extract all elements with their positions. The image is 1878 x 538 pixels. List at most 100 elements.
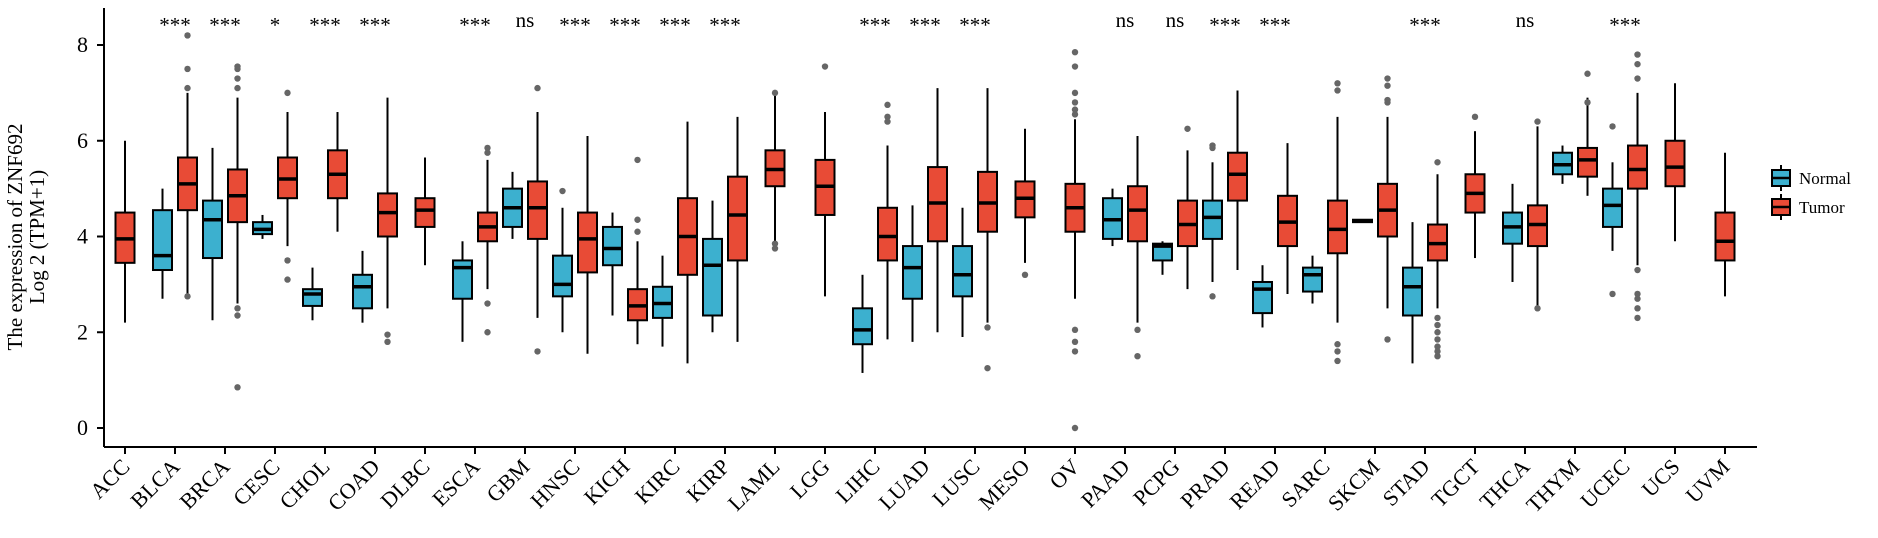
box-normal-prad-box xyxy=(1202,199,1223,240)
box-normal-prad-outlier xyxy=(1209,293,1216,300)
box-normal-esca xyxy=(452,241,473,342)
x-tick-label-uvm: UVM xyxy=(1681,454,1735,508)
box-tumor-stad-outlier xyxy=(1434,321,1441,329)
box-tumor-coad-box xyxy=(377,192,398,238)
significance-lihc: *** xyxy=(859,13,891,37)
box-tumor-thym-box xyxy=(1577,146,1598,178)
legend-label: Tumor xyxy=(1799,198,1845,217)
box-normal-cesc xyxy=(252,214,273,239)
box-tumor-ov xyxy=(1064,48,1086,432)
box-tumor-ov-outlier xyxy=(1071,111,1079,118)
box-tumor-ucs xyxy=(1664,83,1686,242)
box-tumor-ov-outlier xyxy=(1071,89,1079,97)
x-tick-label-cesc: CESC xyxy=(228,454,285,511)
box-tumor-read xyxy=(1277,143,1298,294)
box-normal-brca xyxy=(202,147,223,321)
legend: Normal Tumor xyxy=(1771,165,1851,220)
box-normal-read-box xyxy=(1252,280,1273,315)
box-tumor-sarc-outlier xyxy=(1334,80,1341,87)
x-tick-label-brca: BRCA xyxy=(174,454,234,514)
significance-brca: *** xyxy=(209,13,241,37)
box-tumor-brca-outlier xyxy=(234,312,241,319)
box-tumor-thym-outlier xyxy=(1584,99,1591,106)
box-tumor-laml xyxy=(764,89,786,252)
box-tumor-blca-outlier xyxy=(184,84,191,92)
x-tick-label-ucec: UCEC xyxy=(1575,454,1634,513)
x-tick-label-tgct: TGCT xyxy=(1426,453,1485,512)
x-tick-label-laml: LAML xyxy=(723,454,785,516)
y-tick-label: 8 xyxy=(77,32,88,57)
box-tumor-acc xyxy=(114,140,136,323)
box-tumor-brca-outlier xyxy=(234,63,241,70)
box-tumor-gbm xyxy=(527,84,548,355)
box-tumor-gbm-outlier xyxy=(534,84,541,92)
y-tick-label: 6 xyxy=(77,128,88,153)
box-normal-kirc xyxy=(652,255,673,347)
x-tick-label-chol: CHOL xyxy=(275,454,335,514)
box-tumor-dlbc-box xyxy=(414,197,436,228)
box-tumor-skcm-outlier xyxy=(1384,75,1391,82)
box-tumor-sarc xyxy=(1327,80,1348,365)
box-normal-ucec xyxy=(1602,123,1623,298)
box-tumor-sarc-outlier xyxy=(1334,348,1341,355)
box-normal-skcm xyxy=(1352,218,1373,224)
significance-kich: *** xyxy=(609,13,641,37)
box-tumor-paad-outlier xyxy=(1134,326,1141,334)
box-tumor-tgct-outlier xyxy=(1471,113,1479,121)
box-normal-ucec-outlier xyxy=(1609,290,1616,298)
box-tumor-gbm-outlier xyxy=(534,348,541,355)
box-tumor-pcpg-outlier xyxy=(1184,125,1191,132)
box-normal-gbm xyxy=(502,171,523,239)
box-tumor-kirp xyxy=(727,116,748,342)
box-tumor-dlbc xyxy=(414,157,436,266)
box-tumor-cesc-outlier xyxy=(284,257,291,264)
x-tick-label-hnsc: HNSC xyxy=(525,454,584,513)
box-normal-sarc xyxy=(1302,255,1323,304)
box-tumor-ucec-outlier xyxy=(1634,305,1641,312)
box-tumor-lgg xyxy=(814,63,836,297)
x-tick-label-blca: BLCA xyxy=(125,454,184,513)
box-tumor-ov-outlier xyxy=(1071,348,1079,355)
box-tumor-stad xyxy=(1427,159,1448,360)
box-normal-thca xyxy=(1502,183,1523,282)
box-tumor-ucec xyxy=(1627,51,1648,322)
box-tumor-ucec-outlier xyxy=(1634,314,1641,322)
box-tumor-brca-outlier xyxy=(234,84,241,92)
significance-coad: *** xyxy=(359,13,391,37)
box-tumor-skcm-outlier xyxy=(1384,82,1391,89)
x-tick-labels: ACCBLCABRCACESCCHOLCOADDLBCESCAGBMHNSCKI… xyxy=(85,447,1735,517)
box-tumor-ucec-outlier xyxy=(1634,295,1641,302)
legend-item-tumor: Tumor xyxy=(1771,194,1845,220)
box-tumor-tgct xyxy=(1464,113,1486,259)
x-tick-label-stad: STAD xyxy=(1377,454,1434,511)
box-tumor-brca-outlier xyxy=(234,384,241,391)
box-tumor-hnsc-box xyxy=(577,211,598,274)
box-tumor-ov-outlier xyxy=(1071,326,1079,334)
box-tumor-pcpg xyxy=(1177,125,1198,290)
box-tumor-lihc-outlier xyxy=(884,101,891,109)
box-normal-kich-box xyxy=(602,225,623,267)
box-tumor-coad-outlier xyxy=(384,338,391,346)
box-normal-blca xyxy=(152,188,173,299)
box-tumor-ucec-outlier xyxy=(1634,266,1641,274)
box-tumor-blca-outlier xyxy=(184,65,191,73)
box-tumor-lusc-outlier xyxy=(984,364,991,372)
x-tick-label-gbm: GBM xyxy=(481,454,534,507)
significance-read: *** xyxy=(1259,13,1291,37)
y-tick-label: 0 xyxy=(77,415,88,440)
box-normal-prad xyxy=(1202,142,1223,300)
box-normal-ucec-outlier xyxy=(1609,123,1616,130)
box-tumor-skcm-outlier xyxy=(1384,99,1391,106)
box-tumor-ov-outlier xyxy=(1071,338,1079,346)
legend-label: Normal xyxy=(1799,169,1851,188)
significance-paad: ns xyxy=(1116,8,1135,32)
box-tumor-ov-outlier xyxy=(1071,106,1079,113)
x-tick-label-skcm: SKCM xyxy=(1323,454,1385,516)
box-tumor-blca-outlier xyxy=(184,293,191,300)
significance-cesc: * xyxy=(270,13,281,37)
x-tick-label-kich: KICH xyxy=(579,454,635,510)
box-tumor-stad-outlier xyxy=(1434,314,1441,322)
box-normal-stad xyxy=(1402,222,1423,364)
x-tick-label-luad: LUAD xyxy=(874,454,935,515)
legend-item-normal: Normal xyxy=(1771,165,1851,191)
